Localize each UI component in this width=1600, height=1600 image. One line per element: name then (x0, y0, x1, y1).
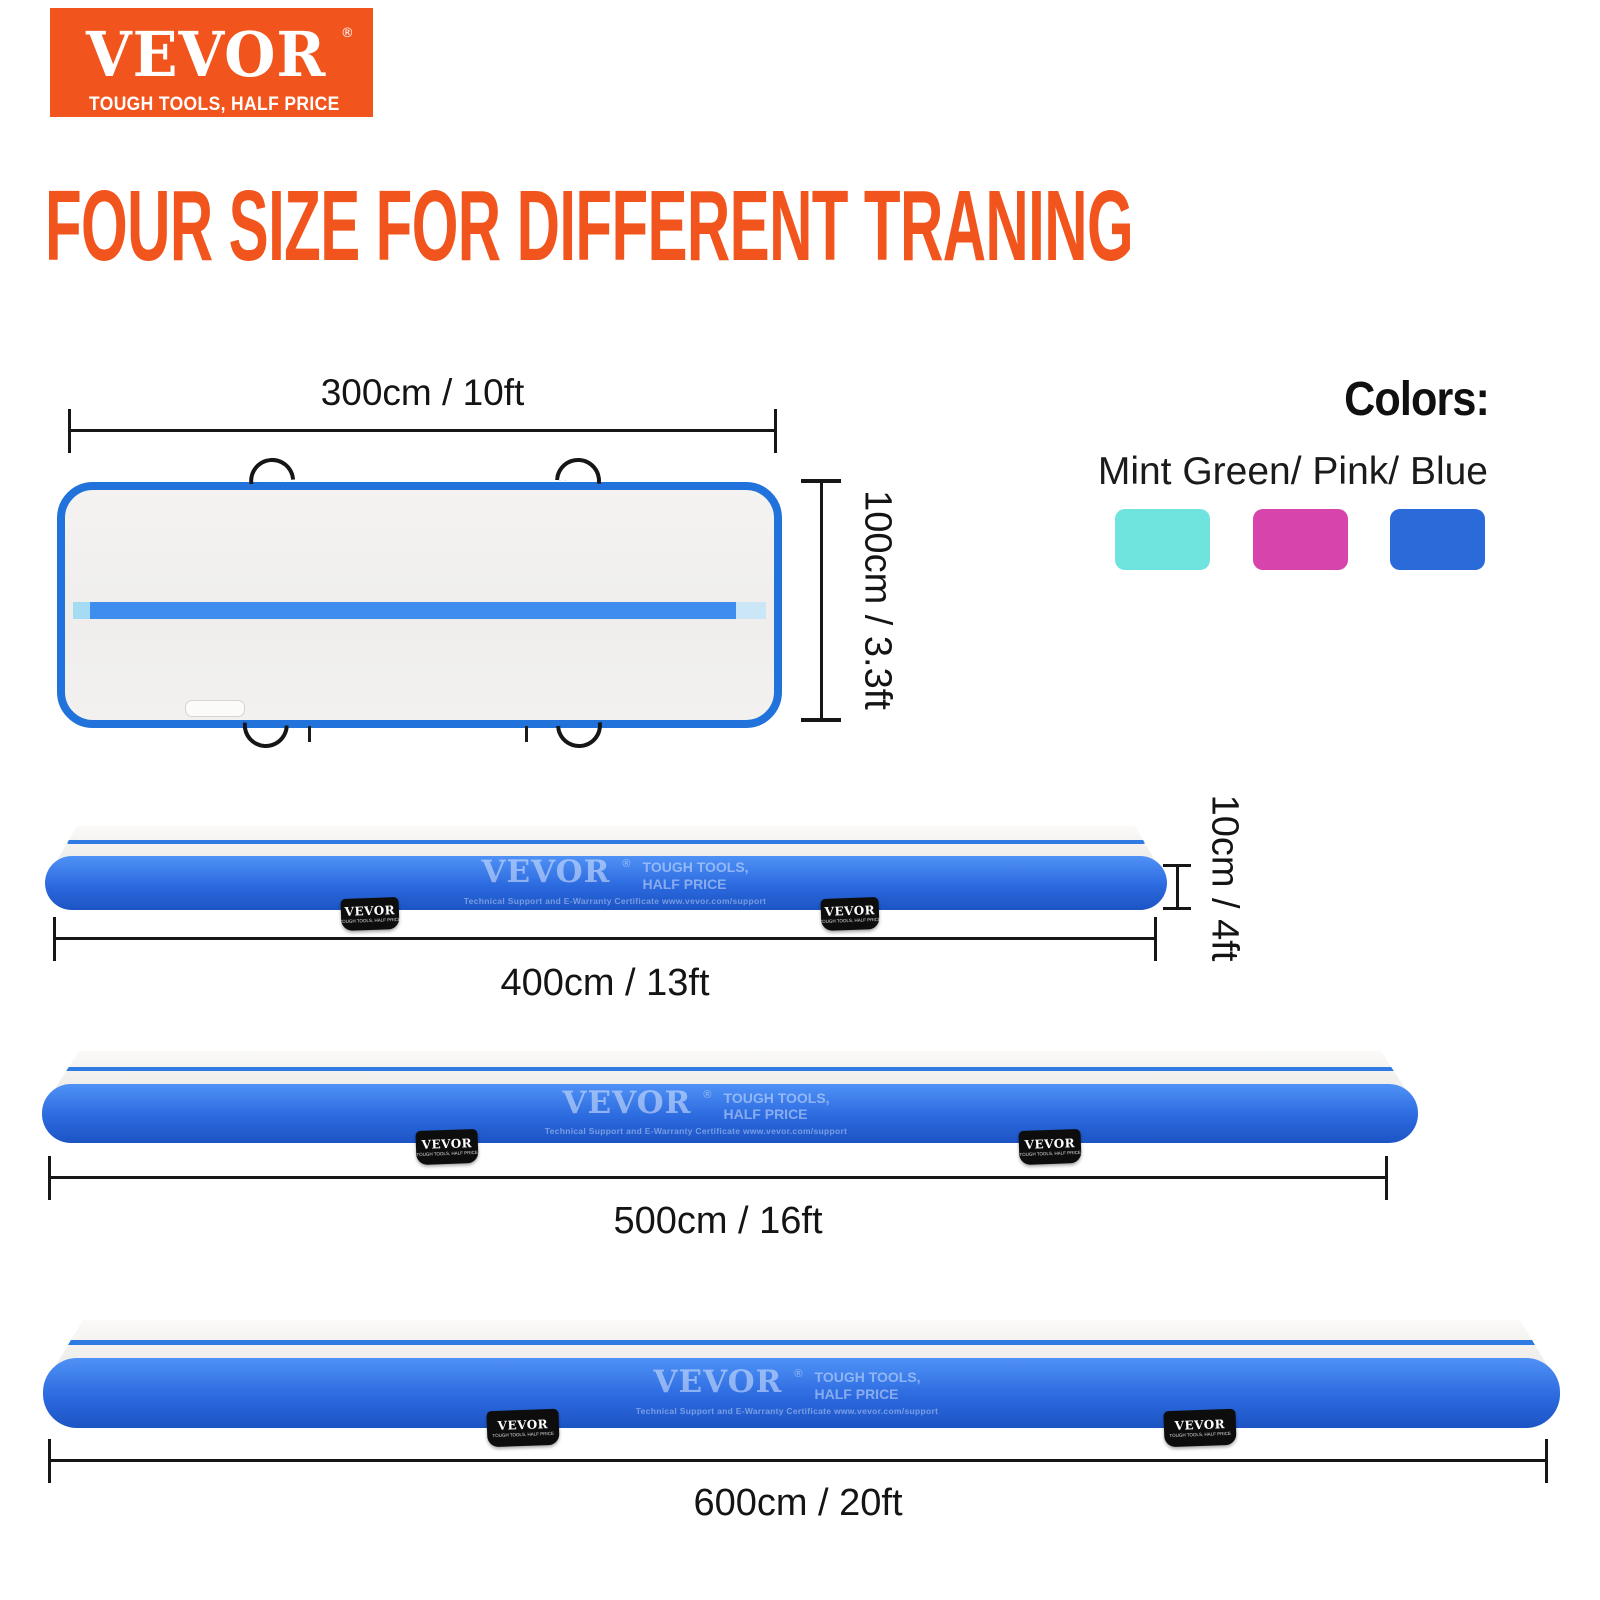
watermark-slogan: TOUGH TOOLS, HALF PRICE (643, 859, 749, 893)
dim-line (68, 429, 777, 432)
dim-line-10cm (1163, 864, 1191, 910)
mat-watermark: VEVOR ® TOUGH TOOLS, HALF PRICE Technica… (635, 1363, 939, 1416)
watermark-support-line: Technical Support and E-Warranty Certifi… (635, 1405, 939, 1416)
dim-tick (774, 409, 777, 453)
vevor-logo: VEVOR ® TOUGH TOOLS, HALF PRICE (50, 8, 373, 117)
dim-line (53, 937, 1157, 940)
patch-brand: VEVOR (497, 1416, 549, 1433)
watermark-registered-mark: ® (794, 1367, 803, 1380)
dim-line-300cm (68, 409, 777, 453)
watermark-slogan-line2: HALF PRICE (642, 875, 727, 892)
mat-side-400cm: VEVOR ® TOUGH TOOLS, HALF PRICE Technica… (45, 826, 1167, 932)
patch-brand: VEVOR (824, 902, 876, 919)
mat-side-body: VEVOR ® TOUGH TOOLS, HALF PRICE Technica… (42, 1084, 1418, 1166)
dim-line-600cm (48, 1439, 1548, 1483)
mat-edge-stripe (67, 840, 1145, 844)
patch-brand: VEVOR (1174, 1416, 1226, 1433)
vevor-logo-row: VEVOR ® (86, 18, 354, 91)
dim-label-10cm: 10cm / 4ft (1203, 794, 1246, 962)
dim-tick (48, 1156, 51, 1200)
dim-tick (68, 409, 71, 453)
dim-line (48, 1176, 1388, 1179)
handle-loop (241, 722, 289, 750)
dim-line-500cm (48, 1156, 1388, 1200)
watermark-slogan-line2: HALF PRICE (723, 1106, 808, 1123)
dim-line (1175, 864, 1179, 910)
mat-stripe-end-right (736, 602, 766, 619)
mat-side-body: VEVOR ® TOUGH TOOLS, HALF PRICE Technica… (45, 853, 1167, 932)
mat-watermark: VEVOR ® TOUGH TOOLS, HALF PRICE Technica… (463, 853, 767, 906)
swatch-pink (1253, 509, 1348, 570)
mat-edge-stripe (64, 1067, 1396, 1071)
dim-label-300cm: 300cm / 10ft (320, 372, 525, 413)
patch-brand: VEVOR (421, 1135, 473, 1152)
watermark-slogan-line1: TOUGH TOOLS, (814, 1368, 921, 1385)
registered-mark: ® (340, 26, 354, 41)
dim-line-400cm (53, 917, 1157, 961)
dim-label-100cm: 100cm / 3.3ft (856, 490, 899, 710)
strap-pin (308, 726, 311, 742)
watermark-brand: VEVOR (481, 853, 611, 890)
dim-tick (1385, 1156, 1388, 1200)
watermark-slogan-line2: HALF PRICE (814, 1385, 899, 1402)
dim-tick (1154, 917, 1157, 961)
mat-side-500cm: VEVOR ® TOUGH TOOLS, HALF PRICE Technica… (42, 1051, 1418, 1166)
dim-label-600cm: 600cm / 20ft (693, 1482, 903, 1524)
watermark-brand: VEVOR (562, 1084, 692, 1121)
watermark-registered-mark: ® (622, 857, 631, 870)
colors-title: Colors: (1344, 373, 1490, 426)
watermark-support-line: Technical Support and E-Warranty Certifi… (463, 895, 767, 906)
handle-loop (556, 722, 604, 750)
watermark-brand: VEVOR (653, 1363, 783, 1400)
dim-tick (1545, 1439, 1548, 1483)
watermark-slogan: TOUGH TOOLS, HALF PRICE (724, 1089, 830, 1123)
dim-tick (48, 1439, 51, 1483)
handle-loop (555, 456, 603, 484)
mat-side-body: VEVOR ® TOUGH TOOLS, HALF PRICE Technica… (43, 1358, 1560, 1448)
watermark-slogan-line1: TOUGH TOOLS, (642, 858, 749, 875)
dim-line (819, 479, 823, 722)
patch-brand: VEVOR (1024, 1135, 1076, 1152)
dim-tick (53, 917, 56, 961)
dim-line-100cm (801, 479, 841, 722)
dim-line (48, 1459, 1548, 1462)
mat-center-stripe (73, 602, 766, 619)
patch-brand: VEVOR (344, 902, 396, 919)
dim-label-500cm: 500cm / 16ft (613, 1200, 823, 1242)
swatch-blue (1390, 509, 1485, 570)
mat-top-view (57, 482, 782, 728)
patch-tagline: TOUGH TOOLS, HALF PRICE (1169, 1430, 1232, 1438)
page-title: FOUR SIZE FOR DIFFERENT TRANING (45, 170, 1134, 282)
mat-side-600cm: VEVOR ® TOUGH TOOLS, HALF PRICE Technica… (43, 1320, 1560, 1448)
mat-stripe-end-left (73, 602, 90, 619)
dim-label-400cm: 400cm / 13ft (500, 962, 710, 1004)
mat-watermark: VEVOR ® TOUGH TOOLS, HALF PRICE Technica… (545, 1087, 847, 1136)
watermark-support-line: Technical Support and E-Warranty Certifi… (544, 1125, 848, 1136)
label-sticker (185, 700, 245, 717)
colors-names: Mint Green/ Pink/ Blue (1097, 450, 1488, 493)
handle-loop (246, 455, 296, 485)
logo-tagline: TOUGH TOOLS, HALF PRICE (89, 94, 340, 115)
swatch-mint-green (1115, 509, 1210, 570)
vevor-logo-text: VEVOR (86, 18, 327, 91)
watermark-slogan-line1: TOUGH TOOLS, (723, 1089, 830, 1106)
watermark-registered-mark: ® (703, 1088, 712, 1101)
patch-tagline: TOUGH TOOLS, HALF PRICE (492, 1430, 555, 1438)
mat-edge-stripe (65, 1340, 1538, 1345)
watermark-slogan: TOUGH TOOLS, HALF PRICE (815, 1369, 921, 1403)
strap-pin (525, 726, 528, 742)
